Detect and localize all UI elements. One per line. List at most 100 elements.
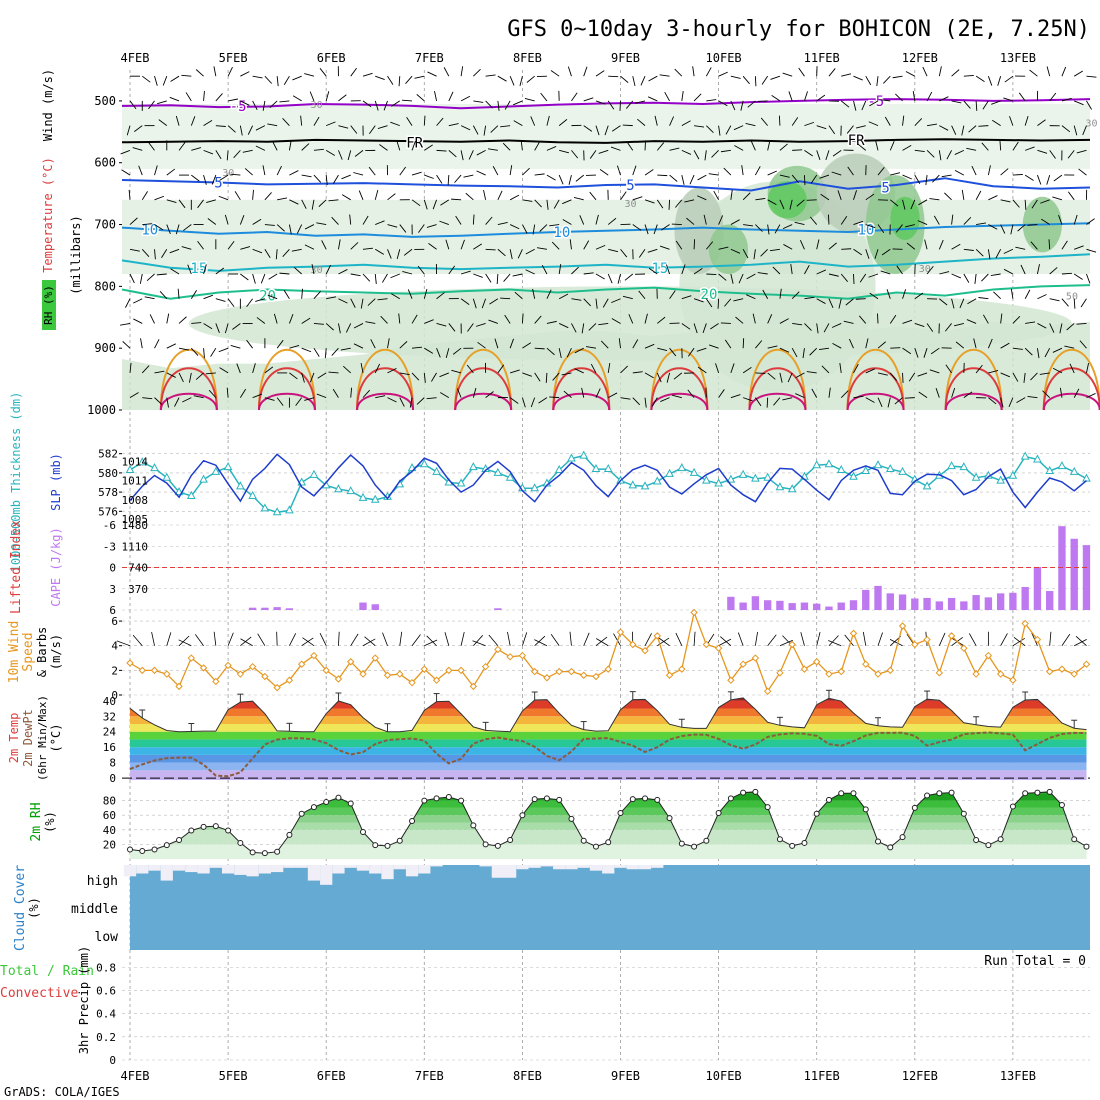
cloud-cover-bar — [418, 865, 431, 874]
wind-barb — [905, 71, 916, 77]
rh-marker — [592, 843, 599, 850]
thickness-series-marker — [971, 472, 981, 481]
wind-barb — [839, 362, 842, 373]
wind-barb — [465, 192, 474, 201]
cape-bar — [739, 602, 747, 610]
date-label-bottom: 10FEB — [706, 1069, 742, 1083]
wind-barb — [571, 298, 582, 301]
wind-barb — [175, 224, 180, 235]
wind-barb — [644, 343, 655, 349]
wind-barb — [190, 290, 197, 299]
date-label-bottom: 6FEB — [317, 1069, 346, 1083]
wind-speed-marker — [960, 644, 968, 652]
wind-barb — [620, 75, 629, 83]
thickness-series-marker — [775, 482, 785, 491]
wind-barb — [1078, 168, 1087, 176]
wind-barb — [340, 347, 351, 351]
wind-barb — [451, 198, 462, 201]
wind-barb — [588, 323, 597, 331]
wind-speed-marker — [898, 622, 907, 630]
wind-barb — [161, 249, 168, 258]
wind-barb — [190, 347, 199, 356]
wind-barb — [1037, 174, 1042, 185]
wind-barb — [760, 248, 768, 257]
wind-barb — [1073, 298, 1076, 309]
wind-barb-10m — [844, 634, 854, 646]
wind-barb — [304, 397, 315, 401]
cape-bar — [972, 595, 980, 610]
isotherm-10 — [121, 222, 1091, 238]
wind-barb — [502, 142, 511, 151]
cloud-cover-bar — [651, 865, 664, 868]
wind-barb — [705, 298, 713, 308]
wind-barb — [466, 364, 474, 374]
wind-barb — [637, 118, 646, 126]
wind-barb — [252, 218, 262, 225]
wind-barb — [669, 290, 676, 299]
wind-barb — [755, 372, 766, 374]
cape-bar — [1021, 587, 1029, 610]
wind-barb — [374, 190, 379, 200]
wind-barb — [590, 363, 597, 374]
date-label-top: 11FEB — [804, 51, 840, 65]
wind-barb — [975, 364, 983, 374]
wind-barb — [816, 298, 826, 304]
cloud-cover-bar — [307, 865, 321, 881]
wind-barb — [445, 239, 450, 250]
cloud-cover-bar — [123, 865, 137, 877]
thickness-series-marker — [469, 462, 478, 471]
wind-barb — [283, 290, 290, 299]
wind-speed-marker — [383, 671, 392, 679]
wind-barb — [350, 298, 356, 308]
wind-barb — [914, 149, 925, 153]
rh-marker — [973, 837, 980, 844]
cloud-cover-bar — [148, 865, 161, 871]
wind-barb — [938, 66, 942, 77]
wind-barb — [715, 363, 720, 374]
wind-barb — [1086, 218, 1095, 225]
wind-barb — [828, 387, 831, 398]
wind-barb — [472, 387, 477, 398]
thickness-series-marker — [346, 486, 356, 495]
wind-barb — [309, 91, 315, 102]
cape-bar — [1070, 538, 1078, 610]
rh-marker — [801, 839, 808, 846]
isotherm-label: 20 — [259, 289, 276, 305]
wind-barb-10m — [488, 634, 499, 646]
slp-tick-label: 1014 — [122, 455, 149, 468]
wind-barb — [399, 224, 407, 233]
wind-barb — [711, 150, 719, 158]
thickness-series-marker — [959, 462, 969, 471]
wind-barb — [178, 347, 189, 351]
wind-barb — [436, 117, 444, 126]
wind-barb — [1000, 224, 1006, 234]
wind-barb — [607, 217, 617, 225]
wind-barb — [387, 224, 398, 228]
wind-barb — [159, 290, 168, 300]
wind-barb — [782, 397, 793, 401]
wind-barb — [959, 298, 965, 309]
wind-barb — [644, 140, 646, 151]
wind-barb — [681, 295, 692, 300]
wind-barb — [702, 323, 707, 334]
boundary-layer-contour — [552, 367, 611, 411]
wind-barb — [226, 150, 229, 161]
wind-barb — [460, 95, 471, 102]
wind-barb — [473, 100, 484, 103]
wind-barb — [268, 273, 278, 280]
wind-barb-10m — [534, 639, 548, 647]
wind-barb — [304, 73, 315, 77]
wind-barb — [926, 123, 938, 127]
wind-barb — [513, 120, 523, 127]
wind-barb-10m — [362, 638, 376, 647]
wind-barb — [175, 115, 180, 126]
wind-barb — [509, 76, 515, 86]
wind-barb-10m — [399, 631, 403, 646]
wind-barb — [424, 319, 434, 324]
date-label-bottom: 5FEB — [219, 1069, 248, 1083]
wind-barb — [316, 393, 327, 399]
wind-barb — [129, 100, 137, 110]
wind-barb — [1012, 315, 1021, 324]
wind-barb — [276, 224, 285, 232]
wind-barb — [939, 96, 949, 102]
